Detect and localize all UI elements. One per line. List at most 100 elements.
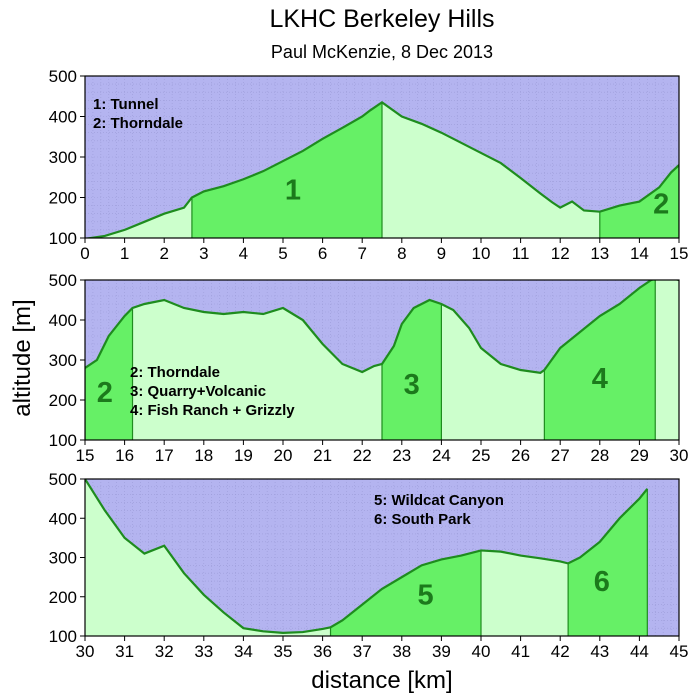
y-tick-label: 300 (49, 549, 77, 568)
legend-entry: 1: Tunnel (93, 96, 159, 113)
chart-panels: 1 20 1 2 3 4 5 6 7 8 9 10 11 12 13 14 151002003004005001… (49, 67, 689, 661)
climb-segment-3 (382, 300, 442, 440)
profile-line (85, 280, 679, 374)
y-tick-label: 400 (49, 311, 77, 330)
x-tick-label: 18 (194, 446, 213, 465)
x-tick-label: 44 (630, 642, 649, 661)
x-tick-label: 20 (274, 446, 293, 465)
y-tick-label: 200 (49, 189, 77, 208)
x-tick-label: 41 (511, 642, 530, 661)
legend-entry: 2: Thorndale (130, 364, 220, 381)
x-tick-label: 3 (199, 244, 208, 263)
profile-areas (85, 280, 679, 440)
x-tick-label: 45 (670, 642, 689, 661)
x-tick-label: 25 (472, 446, 491, 465)
y-tick-label: 400 (49, 509, 77, 528)
legend-entry: 3: Quarry+Volcanic (130, 383, 266, 400)
climb-segment-2 (85, 308, 133, 440)
segment-label-1: 1 (285, 175, 301, 207)
x-tick-label: 30 (76, 642, 95, 661)
x-tick-label: 30 (670, 446, 689, 465)
x-tick-label: 43 (590, 642, 609, 661)
y-tick-label: 300 (49, 148, 77, 167)
y-tick-label: 200 (49, 588, 77, 607)
x-axis-label: distance [km] (311, 667, 452, 694)
profile-area (85, 479, 648, 636)
climb-segment-4 (544, 280, 656, 440)
x-tick-label: 10 (472, 244, 491, 263)
x-tick-label: 29 (630, 446, 649, 465)
x-tick-label: 15 (670, 244, 689, 263)
x-tick-label: 33 (194, 642, 213, 661)
x-tick-label: 0 (80, 244, 89, 263)
x-tick-label: 36 (313, 642, 332, 661)
y-tick-label: 300 (49, 351, 77, 370)
y-tick-label: 100 (49, 229, 77, 248)
x-tick-label: 4 (239, 244, 248, 263)
x-tick-label: 40 (472, 642, 491, 661)
panel-3: 5 6 30 31 32 33 34 35 36 37 38 39 40 41 42 43 44 45 100 200… (49, 470, 689, 661)
segment-label-2: 2 (653, 189, 669, 221)
panel-1: 1 20 1 2 3 4 5 6 7 8 9 10 11 12 13 14 151002003004005001… (49, 67, 689, 263)
panel-2: 2 3 415 16 17 18 19 20 21 22 23 24 25 26 27 28 29 3010020… (49, 271, 689, 465)
x-tick-label: 17 (155, 446, 174, 465)
segment-label-4: 4 (592, 363, 608, 395)
chart-subtitle: Paul McKenzie, 8 Dec 2013 (271, 42, 493, 62)
profile-areas (85, 479, 649, 636)
x-tick-label: 1 (120, 244, 129, 263)
x-tick-label: 27 (551, 446, 570, 465)
segment-label-3: 3 (404, 369, 420, 401)
legend-entry: 6: South Park (374, 511, 471, 528)
x-tick-label: 31 (115, 642, 134, 661)
segment-label-2: 2 (97, 377, 113, 409)
x-tick-label: 14 (630, 244, 649, 263)
legend-entry: 5: Wildcat Canyon (374, 492, 504, 509)
x-tick-label: 9 (437, 244, 446, 263)
x-tick-label: 2 (159, 244, 168, 263)
y-tick-label: 400 (49, 108, 77, 127)
profile-areas (85, 100, 679, 238)
x-tick-label: 16 (115, 446, 134, 465)
x-tick-label: 28 (590, 446, 609, 465)
legend-entry: 4: Fish Ranch + Grizzly (130, 402, 295, 419)
x-tick-label: 21 (313, 446, 332, 465)
x-tick-label: 13 (590, 244, 609, 263)
x-tick-label: 34 (234, 642, 253, 661)
x-tick-label: 12 (551, 244, 570, 263)
x-tick-label: 38 (392, 642, 411, 661)
x-tick-label: 5 (278, 244, 287, 263)
y-tick-label: 100 (49, 627, 77, 646)
x-tick-label: 26 (511, 446, 530, 465)
profile-line (85, 100, 679, 238)
x-tick-label: 8 (397, 244, 406, 263)
x-tick-label: 32 (155, 642, 174, 661)
segment-label-5: 5 (417, 580, 433, 612)
x-tick-label: 6 (318, 244, 327, 263)
x-tick-label: 37 (353, 642, 372, 661)
climb-segment-5 (330, 550, 481, 636)
climb-segment-1 (191, 102, 382, 238)
y-tick-label: 500 (49, 271, 77, 290)
x-tick-label: 11 (512, 244, 530, 263)
y-tick-label: 500 (49, 470, 77, 489)
y-tick-label: 200 (49, 391, 77, 410)
y-axis-label: altitude [m] (9, 299, 36, 416)
y-tick-label: 100 (49, 431, 77, 450)
legend-entry: 2: Thorndale (93, 115, 183, 132)
segment-label-6: 6 (594, 566, 610, 598)
x-tick-label: 42 (551, 642, 570, 661)
x-tick-label: 15 (76, 446, 95, 465)
x-tick-label: 19 (234, 446, 253, 465)
x-tick-label: 7 (357, 244, 366, 263)
x-tick-label: 39 (432, 642, 451, 661)
x-tick-label: 35 (274, 642, 293, 661)
x-tick-label: 23 (392, 446, 411, 465)
x-tick-label: 24 (432, 446, 451, 465)
profile-area (85, 280, 679, 440)
x-tick-label: 22 (353, 446, 372, 465)
profile-line (85, 479, 649, 634)
y-tick-label: 500 (49, 67, 77, 86)
climb-segment-6 (568, 488, 648, 636)
chart-title: LKHC Berkeley Hills (269, 5, 494, 33)
